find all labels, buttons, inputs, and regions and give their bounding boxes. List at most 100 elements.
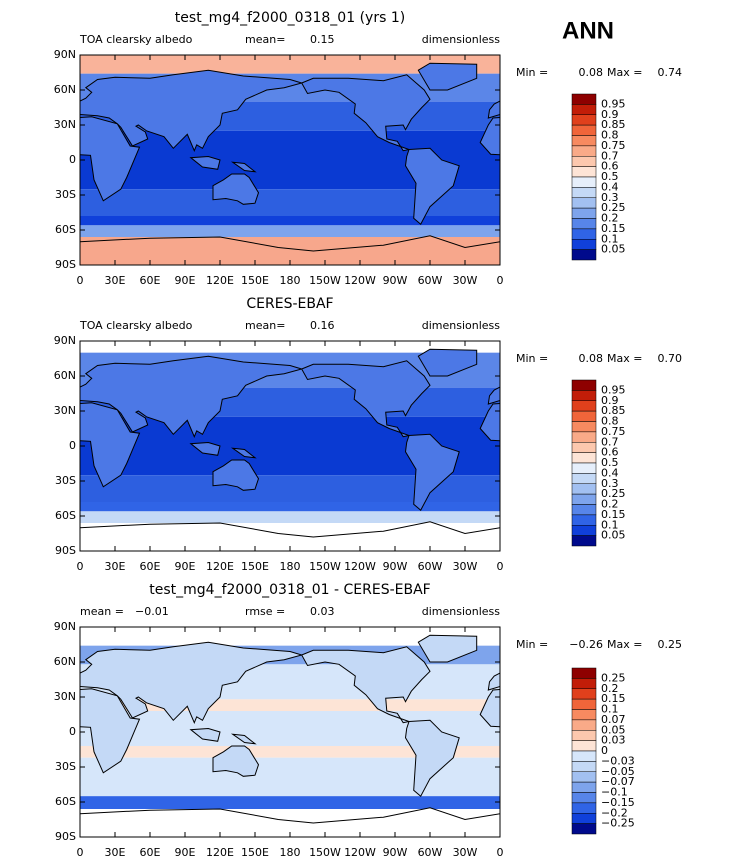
continent: [189, 155, 221, 170]
continent: [404, 719, 460, 797]
x-tick-label: 30E: [105, 274, 126, 287]
continent: [653, 162, 675, 171]
min-value: 0.08: [579, 66, 604, 79]
colorbar-label: 0.8: [601, 415, 619, 428]
max-label: Max =: [607, 66, 642, 79]
continent: [487, 386, 500, 405]
x-tick-label: 30W: [453, 560, 478, 573]
panel-label: mean=: [245, 33, 285, 46]
max-value: 0.25: [658, 638, 683, 651]
colorbar-label: 0.95: [601, 383, 626, 396]
colorbar-label: 0.8: [601, 129, 619, 142]
colorbar-box: [571, 176, 597, 188]
y-tick-label: 60N: [54, 369, 76, 382]
colorbar-label: −0.25: [601, 817, 635, 830]
colorbar-box: [571, 187, 597, 198]
colorbar-box: [571, 719, 597, 731]
colorbar-box: [571, 166, 597, 178]
y-tick-label: 60S: [55, 509, 76, 522]
continent: [80, 355, 304, 438]
continent: [80, 641, 304, 724]
min-label: Min =: [516, 352, 548, 365]
colorbar-label: 0.6: [601, 160, 619, 173]
antarctica: [80, 235, 500, 265]
x-tick-label: 60E: [140, 560, 161, 573]
x-tick-label: 120E: [206, 560, 234, 573]
colorbar-label: 0.25: [601, 671, 626, 684]
colorbar-box: [571, 493, 597, 505]
x-tick-label: 30E: [105, 560, 126, 573]
panel-title: test_mg4_f2000_0318_01 - CERES-EBAF: [149, 582, 430, 598]
y-tick-label: 60N: [54, 83, 76, 96]
colorbar-box: [571, 781, 597, 793]
colorbar-label: 0.4: [601, 180, 619, 193]
continent: [722, 75, 732, 151]
x-tick-label: 30W: [453, 846, 478, 859]
x-tick-label: 0: [77, 560, 84, 573]
colorbar-box: [571, 239, 597, 250]
x-tick-label: 150W: [309, 560, 341, 573]
x-tick-label: 180: [280, 274, 301, 287]
y-tick-label: 90S: [55, 830, 76, 843]
x-tick-label: 60W: [418, 560, 443, 573]
colorbar-box: [571, 483, 597, 495]
colorbar-label: −0.1: [601, 786, 628, 799]
continent: [404, 147, 460, 225]
colorbar-box: [571, 124, 597, 136]
y-tick-label: 0: [69, 725, 76, 738]
colorbar-box: [571, 218, 597, 230]
colorbar-box: [571, 514, 597, 526]
colorbar-box: [571, 400, 597, 412]
y-tick-label: 30S: [55, 188, 76, 201]
x-tick-label: 0: [77, 274, 84, 287]
colorbar-label: −0.03: [601, 754, 635, 767]
colorbar-box: [571, 688, 597, 700]
continent: [212, 745, 260, 777]
colorbar-label: 0.95: [601, 97, 626, 110]
colorbar-label: 0.6: [601, 446, 619, 459]
panel-label: mean =: [80, 605, 124, 618]
colorbar-label: 0.25: [601, 487, 626, 500]
min-label: Min =: [516, 66, 548, 79]
y-tick-label: 30N: [54, 404, 76, 417]
continent: [300, 74, 431, 152]
y-tick-label: 30S: [55, 760, 76, 773]
panel-title: test_mg4_f2000_0318_01 (yrs 1): [175, 10, 405, 26]
x-tick-label: 90W: [383, 274, 408, 287]
x-tick-label: 60E: [140, 846, 161, 859]
field-band: [80, 796, 500, 809]
continent: [479, 403, 500, 442]
y-tick-label: 60S: [55, 795, 76, 808]
continent: [633, 174, 679, 204]
antarctica: [80, 521, 500, 551]
x-tick-label: 180: [280, 560, 301, 573]
x-tick-label: 120W: [344, 846, 376, 859]
y-tick-label: 90N: [54, 48, 76, 61]
y-tick-label: 0: [69, 439, 76, 452]
colorbar-label: 0.75: [601, 139, 626, 152]
max-label: Max =: [607, 352, 642, 365]
x-tick-label: 120W: [344, 274, 376, 287]
colorbar-label: 0.15: [601, 222, 626, 235]
colorbar-label: 0.3: [601, 477, 619, 490]
colorbar-box: [571, 667, 597, 679]
y-tick-label: 90S: [55, 544, 76, 557]
colorbar-box: [571, 390, 597, 401]
colorbar-box: [571, 761, 597, 772]
x-tick-label: 0: [497, 560, 504, 573]
panel-label: 0.03: [310, 605, 335, 618]
panel-label: 0.15: [310, 33, 335, 46]
x-tick-label: 120E: [206, 274, 234, 287]
field-band: [80, 699, 500, 711]
map: [79, 626, 679, 838]
colorbar-label: −0.07: [601, 775, 635, 788]
continent: [300, 646, 431, 724]
colorbar-box: [571, 473, 597, 484]
y-tick-label: 90N: [54, 620, 76, 633]
continent: [633, 746, 679, 776]
x-tick-label: 60W: [418, 274, 443, 287]
y-tick-label: 90S: [55, 258, 76, 271]
continent: [633, 460, 679, 490]
colorbar-label: 0.1: [601, 232, 619, 245]
colorbar-label: 0.1: [601, 518, 619, 531]
